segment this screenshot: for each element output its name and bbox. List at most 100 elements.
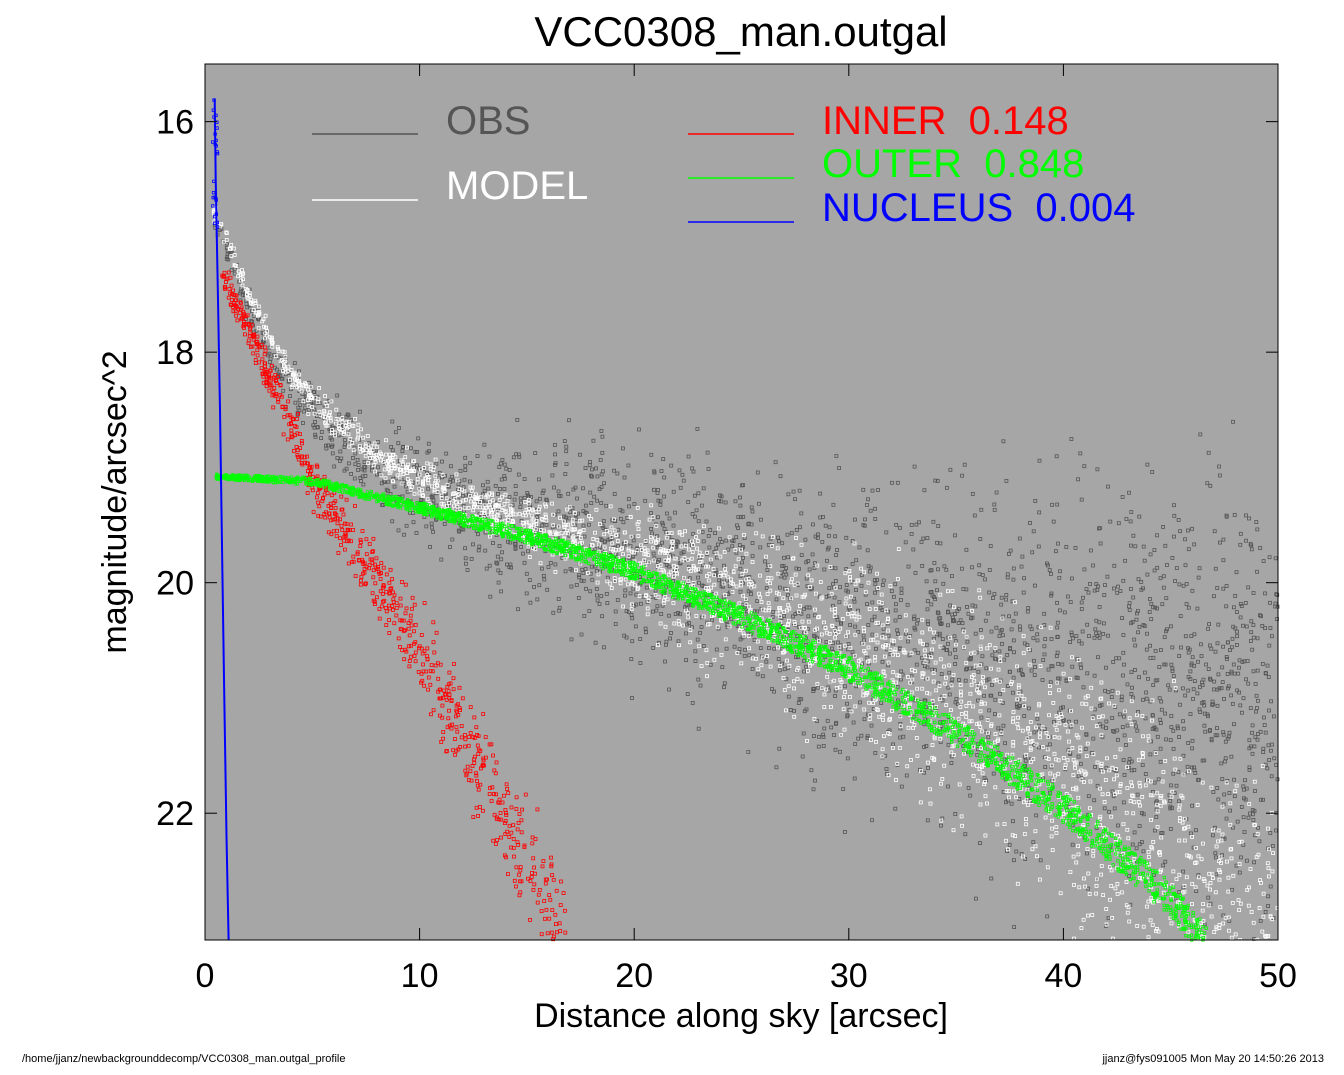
obs-point — [1241, 784, 1246, 789]
obs-point — [1215, 726, 1219, 730]
obs-point — [1132, 830, 1137, 835]
obs-point — [1073, 546, 1078, 550]
obs-point — [292, 361, 297, 366]
obs-point — [973, 631, 978, 636]
obs-point — [949, 681, 954, 686]
obs-point — [557, 493, 561, 498]
obs-point — [854, 588, 858, 592]
obs-point — [1040, 678, 1045, 682]
model-point — [741, 593, 745, 598]
obs-point — [1110, 716, 1115, 720]
obs-point — [668, 636, 672, 641]
obs-point — [297, 398, 302, 403]
obs-point — [1001, 723, 1006, 728]
obs-point — [1190, 526, 1194, 531]
obs-point — [497, 544, 502, 548]
obs-point — [825, 718, 830, 723]
obs-point — [1244, 513, 1248, 518]
model-point — [876, 586, 881, 590]
obs-point — [1250, 723, 1255, 728]
obs-point — [1097, 605, 1102, 609]
obs-point — [1208, 483, 1213, 488]
obs-point — [865, 655, 870, 660]
obs-point — [1207, 729, 1212, 734]
obs-point — [1227, 791, 1232, 795]
obs-point — [447, 545, 452, 549]
obs-point — [930, 593, 935, 598]
obs-point — [938, 541, 943, 546]
obs-point — [553, 443, 557, 447]
obs-point — [898, 722, 903, 726]
obs-point — [1159, 648, 1163, 652]
obs-point — [1023, 857, 1028, 861]
obs-point — [833, 694, 837, 698]
obs-point — [638, 661, 643, 665]
obs-point — [458, 468, 463, 473]
obs-point — [1034, 813, 1039, 818]
obs-point — [1218, 473, 1222, 478]
obs-point — [650, 531, 654, 536]
obs-point — [306, 407, 311, 412]
obs-point — [807, 567, 812, 572]
obs-point — [696, 677, 701, 682]
obs-point — [691, 532, 696, 536]
obs-point — [746, 522, 751, 527]
obs-point — [225, 252, 230, 257]
obs-point — [999, 595, 1004, 600]
obs-point — [621, 520, 626, 525]
obs-point — [853, 742, 858, 746]
obs-point — [700, 583, 704, 588]
obs-point — [498, 571, 503, 575]
obs-point — [638, 637, 643, 641]
obs-point — [1227, 730, 1232, 735]
obs-point — [977, 563, 982, 568]
obs-point — [471, 542, 475, 547]
obs-point — [564, 449, 569, 454]
obs-point — [694, 508, 699, 513]
obs-point — [1250, 647, 1255, 652]
obs-point — [833, 747, 838, 752]
obs-point — [1131, 595, 1136, 600]
obs-point — [1037, 510, 1042, 515]
obs-point — [960, 621, 965, 625]
obs-point — [800, 754, 805, 759]
obs-point — [431, 498, 436, 503]
obs-point — [1249, 543, 1254, 548]
obs-point — [1220, 665, 1225, 670]
obs-point — [1212, 679, 1217, 684]
obs-point — [924, 642, 929, 647]
model-point — [1150, 698, 1155, 703]
obs-point — [994, 625, 999, 630]
obs-point — [482, 488, 487, 493]
obs-point — [1027, 706, 1031, 711]
obs-point — [1179, 645, 1183, 650]
obs-point — [513, 545, 518, 550]
obs-point — [880, 659, 885, 664]
obs-point — [574, 583, 579, 587]
obs-point — [628, 544, 633, 549]
obs-point — [537, 477, 541, 482]
obs-point — [1148, 597, 1152, 601]
obs-point — [584, 511, 589, 516]
obs-point — [358, 409, 362, 414]
obs-point — [587, 522, 591, 527]
obs-point — [899, 591, 904, 595]
obs-point — [778, 574, 783, 579]
obs-point — [834, 553, 838, 557]
obs-point — [1092, 673, 1097, 678]
obs-point — [1140, 840, 1144, 844]
obs-point — [821, 732, 825, 737]
obs-point — [1012, 925, 1016, 929]
model-point — [468, 493, 473, 498]
obs-point — [992, 592, 997, 596]
obs-point — [789, 531, 794, 536]
obs-point — [1141, 544, 1146, 549]
obs-point — [1153, 828, 1157, 833]
obs-point — [657, 640, 661, 645]
obs-point — [933, 478, 938, 483]
obs-point — [820, 540, 825, 544]
obs-point — [1171, 771, 1176, 776]
obs-point — [1055, 620, 1060, 625]
obs-point — [835, 617, 840, 622]
obs-point — [499, 557, 504, 562]
